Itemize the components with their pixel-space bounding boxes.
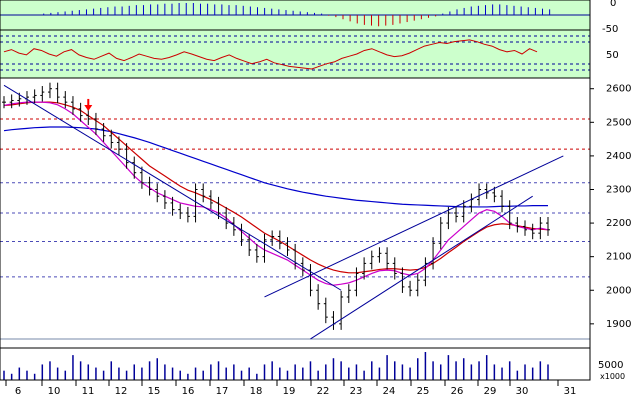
trendlines [3,84,564,340]
indicator-label-1: -50 [602,24,618,35]
x-tick-label-4: 15 [148,386,161,397]
x-tick-label-2: 11 [82,386,95,397]
oscillator-series [0,35,590,71]
price-tick-label-2: 2100 [606,252,631,263]
x-tick-label-1: 10 [48,386,61,397]
x-tick-label-13: 26 [451,386,464,397]
x-tick-label-16: 31 [564,386,577,397]
x-tick-label-0: 6 [15,386,21,397]
oscillator-line [3,39,538,70]
price-tick-label-5: 2400 [606,151,631,162]
price-tick-label-3: 2200 [606,218,631,229]
histogram-series [0,3,590,27]
x-tick-label-6: 17 [216,386,229,397]
volume-bars [3,352,549,380]
price-grid [0,118,590,340]
x-tick-label-5: 16 [182,386,195,397]
arrow-head [84,104,93,111]
indicator-panel-2-bg [0,30,590,78]
price-tick-label-7: 2600 [606,84,631,95]
indicator-label-0: 0 [610,0,616,9]
x-tick-label-8: 19 [283,386,296,397]
x-tick-label-14: 29 [484,386,497,397]
trendline-2 [264,155,564,298]
ma-short-line [3,101,549,286]
axes: 1900 2000 2100 2200 2300 2400 2500 2600 0 -50 50 50… [5,0,631,397]
x-tick-label-7: 18 [250,386,263,397]
price-bars [2,82,550,330]
x-tick-label-9: 22 [317,386,330,397]
volume-tick-label-1: x1000 [600,372,625,381]
x-tick-label-11: 24 [383,386,396,397]
price-tick-label-4: 2300 [606,184,631,195]
price-tick-label-0: 1900 [606,319,631,330]
ma-long-line [3,126,548,208]
x-tick-label-10: 23 [350,386,363,397]
oscillator-label-0: 50 [606,50,619,61]
x-tick-label-15: 30 [516,386,529,397]
volume-tick-label-0: 5000 [598,360,623,371]
ma-mid-line [3,101,549,274]
price-tick-label-1: 2000 [606,285,631,296]
trendline-0 [3,84,342,291]
x-tick-label-3: 12 [115,386,128,397]
trendline-1 [310,195,533,340]
x-tick-label-12: 25 [417,386,430,397]
price-tick-label-6: 2500 [606,117,631,128]
moving-averages [3,101,549,286]
